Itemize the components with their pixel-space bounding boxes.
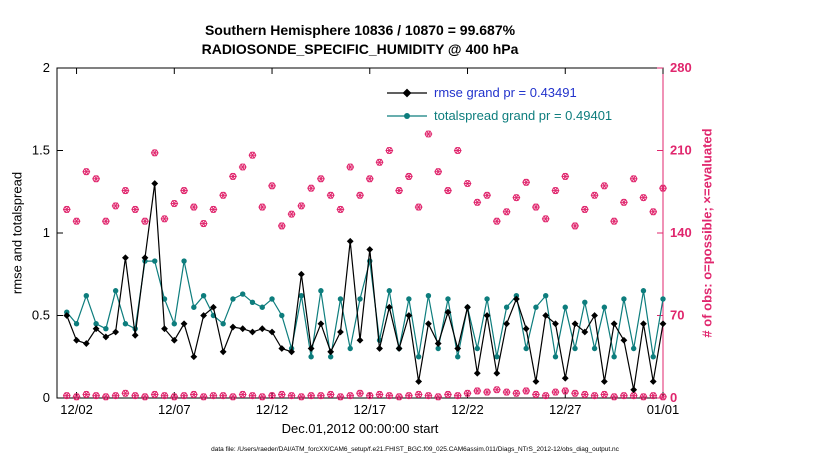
y-axis-label-left: rmse and totalspread xyxy=(9,171,25,295)
datafile-path-text: data file: /Users/raeder/DAI/ATM_forcXX/… xyxy=(211,446,619,453)
svg-text:12/27: 12/27 xyxy=(549,402,582,417)
chart-title: Southern Hemisphere 10836 / 10870 = 99.6… xyxy=(204,22,516,38)
legend-sample-totalspread-line xyxy=(387,112,427,119)
svg-text:2: 2 xyxy=(43,60,50,75)
svg-text:280: 280 xyxy=(670,60,692,75)
x-axis-label: Dec.01,2012 00:00:00 start xyxy=(281,421,439,436)
svg-text:12/12: 12/12 xyxy=(256,402,289,417)
svg-text:0: 0 xyxy=(670,390,677,405)
series-totalspread xyxy=(64,258,666,360)
x-axis-ticks: 12/02 12/07 12/12 12/17 12/22 12/27 01/01 xyxy=(60,68,679,417)
legend-sample-rmse-line xyxy=(387,88,427,97)
svg-text:0: 0 xyxy=(43,390,50,405)
svg-text:70: 70 xyxy=(670,308,684,323)
svg-text:12/22: 12/22 xyxy=(451,402,484,417)
svg-text:210: 210 xyxy=(670,143,692,158)
svg-text:1: 1 xyxy=(43,225,50,240)
y-axis-right-ticks: 0 70 140 210 280 xyxy=(657,60,692,405)
chart-subtitle: RADIOSONDE_SPECIFIC_HUMIDITY @ 400 hPa xyxy=(201,41,519,57)
series-obs_evaluated xyxy=(62,130,667,230)
legend-label-totalspread: totalspread grand pr = 0.49401 xyxy=(434,108,613,123)
y-axis-left-ticks: 0 0.5 1 1.5 2 xyxy=(32,60,63,405)
svg-text:12/17: 12/17 xyxy=(354,402,387,417)
svg-text:01/01: 01/01 xyxy=(647,402,680,417)
series-obs_near_zero xyxy=(62,386,667,401)
svg-text:140: 140 xyxy=(670,225,692,240)
series-obs_possible xyxy=(63,130,667,230)
y-axis-label-right: # of obs: o=possible; ×=evaluated xyxy=(699,128,715,338)
svg-text:12/02: 12/02 xyxy=(60,402,93,417)
legend-entry-rmse: rmse grand pr = 0.43491 xyxy=(386,81,612,104)
legend-label-rmse: rmse grand pr = 0.43491 xyxy=(434,85,577,100)
svg-text:0.5: 0.5 xyxy=(32,308,50,323)
legend-entry-totalspread: totalspread grand pr = 0.49401 xyxy=(386,104,612,127)
svg-text:1.5: 1.5 xyxy=(32,143,50,158)
legend: rmse grand pr = 0.43491 totalspread gran… xyxy=(386,81,612,127)
svg-text:12/07: 12/07 xyxy=(158,402,191,417)
series-rmse xyxy=(63,180,667,394)
